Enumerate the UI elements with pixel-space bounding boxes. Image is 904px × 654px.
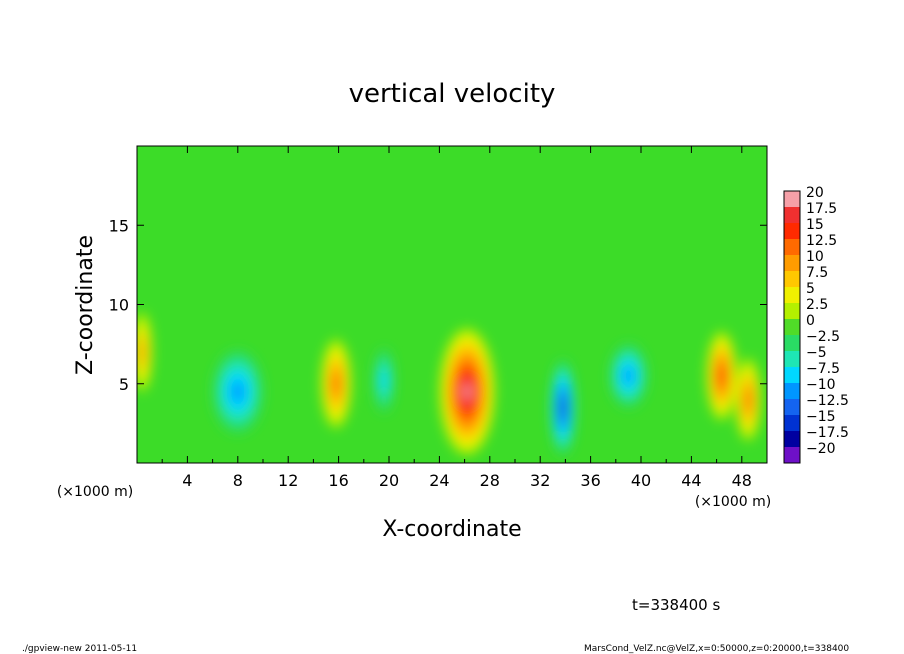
x-tick-label-5: 24 bbox=[429, 471, 449, 490]
colorbar-label-10: −5 bbox=[806, 345, 827, 361]
colorbar-swatch-7 bbox=[784, 303, 800, 320]
colorbar-swatch-0 bbox=[784, 191, 800, 208]
x-tick-label-3: 16 bbox=[328, 471, 348, 490]
x-tick-label-9: 40 bbox=[631, 471, 651, 490]
x-tick-label-7: 32 bbox=[530, 471, 550, 490]
feature-6-level-3 bbox=[623, 367, 634, 384]
y-tick-label-0: 5 bbox=[119, 375, 129, 394]
colorbar-label-8: 0 bbox=[806, 313, 815, 329]
x-axis-unit-left: (×1000 m) bbox=[57, 484, 133, 500]
x-tick-label-8: 36 bbox=[580, 471, 600, 490]
colorbar-swatch-8 bbox=[784, 319, 800, 336]
colorbar-swatch-13 bbox=[784, 399, 800, 416]
heatmap-feature-4 bbox=[439, 328, 495, 456]
y-tick-label-2: 15 bbox=[109, 216, 129, 235]
footer-left: ./gpview-new 2011-05-11 bbox=[22, 644, 137, 654]
x-axis: 4 8 12 16 20 24 28 32 36 40 44 48 bbox=[161, 146, 752, 490]
y-axis-unit-right: (×1000 m) bbox=[695, 494, 771, 510]
heatmap-feature-0 bbox=[137, 312, 153, 392]
colorbar-label-0: 20 bbox=[806, 185, 824, 201]
colorbar-label-1: 17.5 bbox=[806, 201, 837, 217]
colorbar-label-14: −15 bbox=[806, 409, 836, 425]
feature-7-level-5 bbox=[719, 368, 725, 384]
colorbar-swatch-16 bbox=[784, 447, 800, 464]
colorbar-label-6: 5 bbox=[806, 281, 815, 297]
feature-3-level-2 bbox=[380, 370, 388, 392]
feature-5-level-5 bbox=[560, 399, 565, 416]
x-tick-label-0: 4 bbox=[182, 471, 192, 490]
colorbar-swatch-11 bbox=[784, 367, 800, 384]
x-tick-label-11: 48 bbox=[732, 471, 752, 490]
colorbar-frame bbox=[783, 190, 801, 464]
feature-1-level-3 bbox=[231, 381, 245, 402]
colorbar-swatch-15 bbox=[784, 431, 800, 448]
footer-right: MarsCond_VelZ.nc@VelZ,x=0:50000,z=0:2000… bbox=[584, 644, 849, 654]
x-axis-label: X-coordinate bbox=[382, 517, 521, 542]
colorbar-label-16: −20 bbox=[806, 441, 836, 457]
colorbar-label-3: 12.5 bbox=[806, 233, 837, 249]
heatmap-feature-8 bbox=[735, 358, 761, 441]
colorbar-swatch-9 bbox=[784, 335, 800, 352]
x-tick-label-2: 12 bbox=[278, 471, 298, 490]
colorbar-swatch-6 bbox=[784, 287, 800, 304]
colorbar-label-12: −10 bbox=[806, 377, 836, 393]
colorbar-label-13: −12.5 bbox=[806, 393, 849, 409]
colorbar-label-5: 7.5 bbox=[806, 265, 828, 281]
heatmap-feature-1 bbox=[212, 350, 263, 433]
colorbar-label-2: 15 bbox=[806, 217, 824, 233]
colorbar-swatch-2 bbox=[784, 223, 800, 240]
heatmap-feature-3 bbox=[373, 348, 395, 413]
feature-8-level-4 bbox=[745, 391, 751, 408]
colorbar-label-9: −2.5 bbox=[806, 329, 840, 345]
colorbar-label-15: −17.5 bbox=[806, 425, 849, 441]
y-axis-label: Z-coordinate bbox=[73, 235, 98, 375]
y-tick-label-1: 10 bbox=[109, 296, 129, 315]
x-tick-label-4: 20 bbox=[379, 471, 399, 490]
feature-4-level-7 bbox=[463, 383, 471, 400]
colorbar: 2017.51512.5107.552.50−2.5−5−7.5−10−12.5… bbox=[783, 185, 849, 464]
heatmap-feature-6 bbox=[609, 344, 648, 408]
time-annotation: t=338400 s bbox=[632, 596, 720, 614]
colorbar-swatch-10 bbox=[784, 351, 800, 368]
feature-2-level-4 bbox=[333, 374, 340, 393]
x-tick-label-6: 28 bbox=[480, 471, 500, 490]
colorbar-label-11: −7.5 bbox=[806, 361, 840, 377]
x-tick-label-10: 44 bbox=[681, 471, 701, 490]
colorbar-swatch-5 bbox=[784, 271, 800, 288]
heatmap-feature-2 bbox=[320, 339, 352, 429]
y-axis: 5 10 15 bbox=[109, 216, 767, 394]
x-tick-label-1: 8 bbox=[233, 471, 243, 490]
colorbar-label-4: 10 bbox=[806, 249, 824, 265]
colorbar-swatch-1 bbox=[784, 207, 800, 224]
plot-area bbox=[136, 145, 768, 464]
colorbar-swatch-3 bbox=[784, 239, 800, 256]
colorbar-swatch-12 bbox=[784, 383, 800, 400]
feature-0-level-3 bbox=[139, 342, 145, 362]
colorbar-swatch-14 bbox=[784, 415, 800, 432]
heatmap-features bbox=[137, 312, 761, 456]
heatmap-feature-5 bbox=[550, 359, 576, 456]
colorbar-swatch-4 bbox=[784, 255, 800, 272]
heatmap-feature-7 bbox=[706, 331, 737, 421]
chart-title: vertical velocity bbox=[349, 79, 556, 109]
colorbar-label-7: 2.5 bbox=[806, 297, 828, 313]
